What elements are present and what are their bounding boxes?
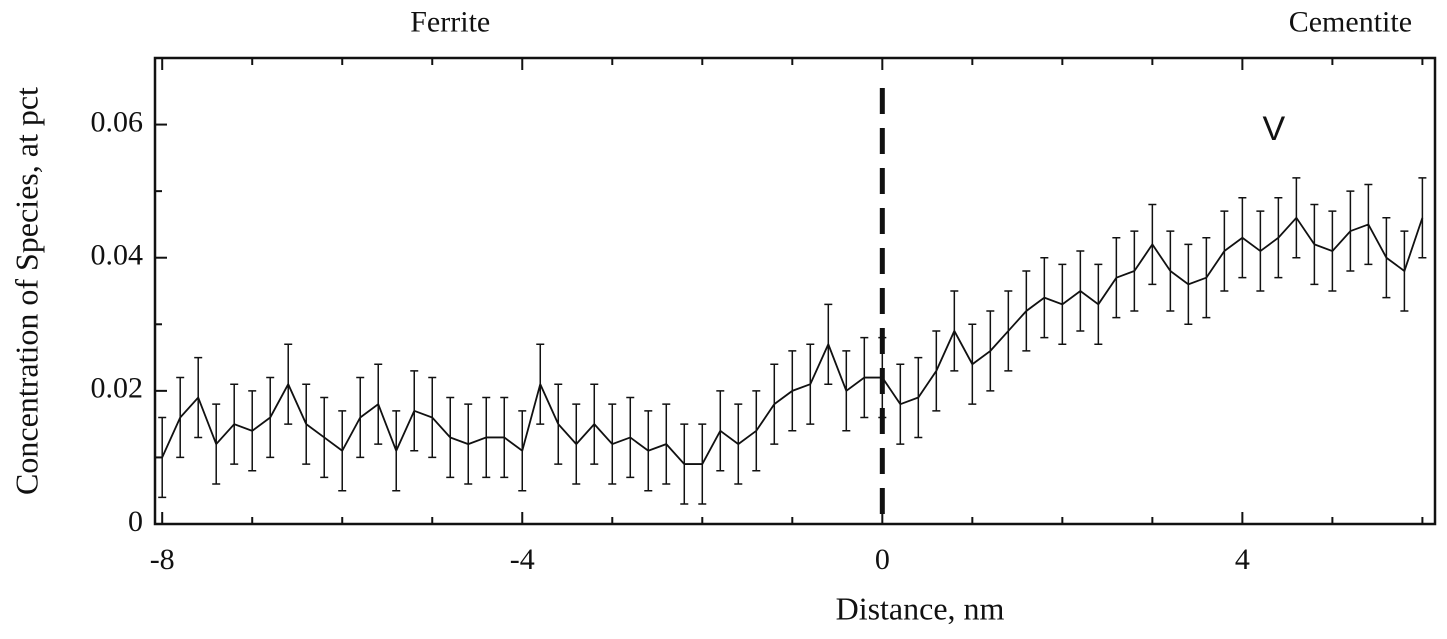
annotation: Ferrite: [410, 6, 490, 39]
plot-frame: [153, 56, 1437, 526]
x-tick-label: -4: [510, 543, 535, 576]
y-tick-label: 0.04: [91, 239, 144, 272]
y-axis-label: Concentration of Species, at pct: [8, 87, 44, 495]
error-bar: [1418, 177, 1427, 259]
y-tick-label: 0.02: [91, 372, 144, 405]
x-tick-label: -8: [150, 543, 175, 576]
x-axis-label: Distance, nm: [836, 590, 1005, 626]
annotation: V: [1263, 110, 1286, 148]
annotation: Cementite: [1289, 6, 1412, 39]
x-tick-label: 0: [875, 543, 890, 576]
x-tick-label: 4: [1235, 543, 1250, 576]
data-line: [161, 216, 1424, 465]
y-tick-label: 0.06: [91, 105, 144, 138]
y-tick-label: 0: [128, 505, 143, 538]
